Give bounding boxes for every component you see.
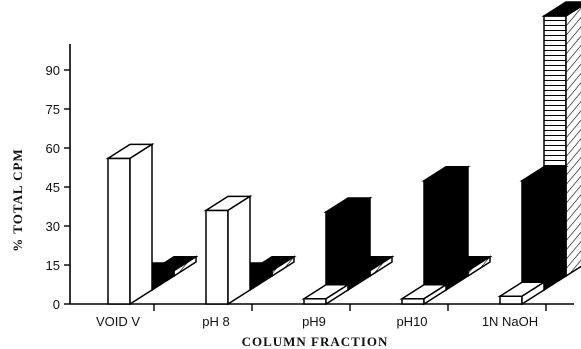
y-tick-label: 75 [46,102,60,117]
white-bar [203,195,253,306]
category-label: pH 8 [202,314,229,329]
white-bar [399,283,449,306]
category-label: 1N NaOH [482,314,538,329]
black-bar [519,165,569,292]
bar-top [541,1,581,17]
y-tick-label: 45 [46,180,60,195]
y-axis-title: % TOTAL CPM [10,148,25,251]
bar-side [543,165,567,292]
bar-side [129,143,153,306]
bar-front [521,180,545,291]
bar-side [565,5,581,278]
white-bar [497,280,547,306]
bar-front [205,209,229,305]
black-bar [323,196,373,292]
bar-side [521,280,545,306]
bar-side [227,195,251,306]
bars [105,1,581,306]
y-tick-label: 30 [46,219,60,234]
axes [64,44,574,311]
category-label: VOID V [96,314,140,329]
x-axis-title: COLUMN FRACTION [242,334,389,349]
category-label: pH9 [302,314,326,329]
bar-side [347,196,371,292]
bar-front [325,211,349,291]
y-tick-label: 0 [53,297,60,312]
bar-side [325,283,349,306]
black-bar [421,165,471,292]
bar-side [423,283,447,306]
bar-front [423,180,447,291]
white-bar [301,283,351,306]
bar-front [303,298,327,305]
y-tick-label: 90 [46,63,60,78]
bar-side [445,165,469,292]
bar-front [499,295,523,305]
category-label: pH10 [396,314,427,329]
white-bar [105,143,155,306]
y-tick-label: 60 [46,141,60,156]
bar-front [401,298,425,305]
y-tick-label: 15 [46,258,60,273]
bar-front [107,157,131,305]
labels: 0 15 30 45 60 75 90 VOID V pH 8 pH9 pH10 1N NaOH [46,63,539,329]
